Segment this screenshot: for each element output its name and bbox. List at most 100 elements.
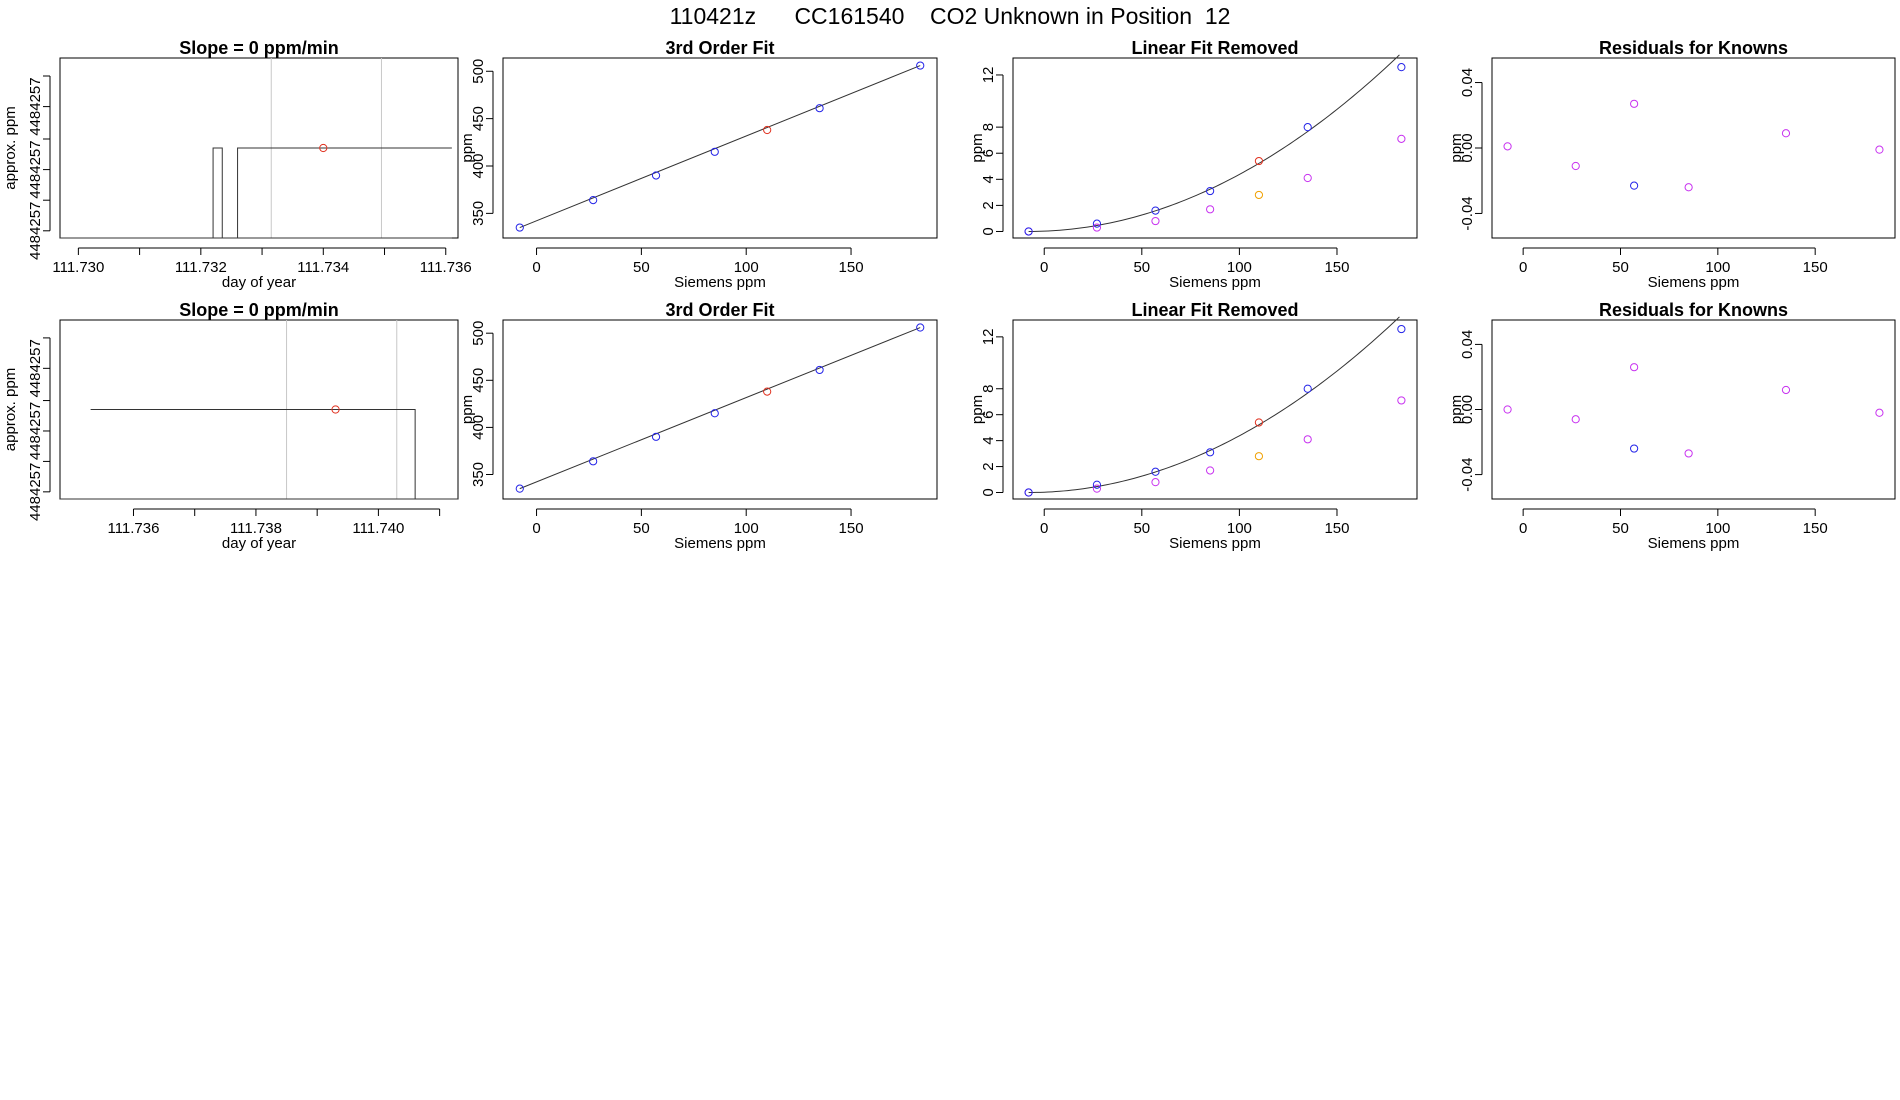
x-tick-label: 111.738 [230, 520, 282, 537]
unknown-sample-point [763, 387, 772, 396]
residual-point [1684, 183, 1693, 192]
panel-title: Linear Fit Removed [1131, 38, 1298, 58]
y-tick-label: -0.04 [1459, 196, 1476, 230]
residual-point [1503, 405, 1512, 414]
y-tick-label: 350 [470, 201, 487, 226]
known-standard-point [916, 323, 925, 332]
known-standard-point [1397, 63, 1406, 72]
unknown-sample-point [1254, 418, 1264, 427]
x-tick-label: 100 [734, 520, 759, 537]
known-standard-point [651, 432, 661, 441]
x-tick-label: 150 [1324, 520, 1349, 537]
y-tick-label: 4484257 [27, 463, 44, 521]
y-tick-label: 6 [980, 411, 997, 419]
residual-point [1630, 99, 1639, 108]
known-standard-point [589, 457, 598, 466]
panel-title: Residuals for Knowns [1599, 38, 1788, 58]
y-tick-label: 12 [980, 67, 997, 84]
residual-point [1206, 205, 1215, 214]
x-tick-label: 150 [1803, 520, 1828, 537]
y-tick-label: 400 [470, 153, 487, 178]
residual-point [1875, 408, 1884, 417]
residual-point [1397, 134, 1406, 143]
y-tick-label: 0.00 [1459, 395, 1476, 424]
panel-row1-residuals: Residuals for Knowns 0 50 100 150 Siemens ppm… [1448, 38, 1896, 291]
residual-point [1303, 435, 1312, 444]
plot-frame [502, 57, 938, 239]
unknown-sample-point [1254, 156, 1264, 166]
x-tick-label: 100 [1227, 259, 1252, 276]
x-axis-label: day of year [222, 535, 296, 552]
x-tick-label: 0 [1040, 520, 1048, 537]
offscale-point [1254, 452, 1264, 461]
x-tick-label: 0 [1040, 259, 1048, 276]
y-tick-label: 4484257 [27, 140, 44, 198]
panel-row2-fit: 3rd Order Fit 0 50 100 150 Siemens ppm 350 400 4… [459, 300, 938, 552]
known-standard-point [589, 196, 598, 205]
y-tick-label: 400 [470, 415, 487, 440]
known-standard-point [515, 223, 524, 232]
y-axis-label: ppm [1448, 133, 1465, 162]
y-tick-label: 4 [980, 175, 997, 183]
x-tick-label: 0 [1519, 520, 1527, 537]
x-tick-label: 111.740 [352, 520, 404, 537]
y-tick-label: 0 [980, 488, 997, 496]
x-tick-label: 0 [532, 520, 540, 537]
panel-row1-fit: 3rd Order Fit 0 50 100 150 Siemens ppm 350 400 4… [459, 38, 938, 291]
x-tick-label: 50 [633, 520, 650, 537]
y-tick-label: 0.00 [1459, 133, 1476, 162]
x-tick-label: 100 [1705, 520, 1730, 537]
panel-title: Residuals for Knowns [1599, 300, 1788, 320]
residual-point [1630, 363, 1639, 372]
known-standard-point [1024, 488, 1033, 497]
known-standard-point [1303, 123, 1312, 132]
y-tick-label: 450 [470, 368, 487, 393]
known-standard-point [710, 147, 719, 156]
panel-row1-time: Slope = 0 ppm/min 111.730 111.732 111.734 11… [2, 38, 472, 291]
known-standard-point [916, 61, 925, 70]
residual-point [1092, 484, 1102, 493]
residual-point [1781, 385, 1791, 395]
known-standard-point [1151, 206, 1160, 215]
residual-point [1151, 216, 1160, 226]
known-standard-point [1206, 448, 1215, 457]
residual-point [1781, 129, 1791, 138]
residual-point [1503, 142, 1512, 151]
figure-title: 110421z CC161540 CO2 Unknown in Position… [669, 3, 1231, 29]
x-axis-label: Siemens ppm [1169, 274, 1261, 291]
x-tick-label: 50 [1612, 259, 1629, 276]
x-tick-label: 100 [1227, 520, 1252, 537]
known-standard-point [1303, 384, 1312, 393]
y-axis-label: ppm [459, 395, 476, 424]
signal-trace [212, 147, 452, 239]
panel-title: 3rd Order Fit [665, 300, 774, 320]
y-tick-label: 8 [980, 385, 997, 393]
x-tick-label: 150 [839, 520, 864, 537]
y-tick-label: 2 [980, 201, 997, 209]
known-standard-point [1206, 186, 1215, 196]
fit-line [519, 327, 921, 490]
x-axis-label: day of year [222, 274, 296, 291]
x-tick-label: 150 [1803, 259, 1828, 276]
x-tick-label: 111.730 [52, 259, 104, 276]
y-axis-label: ppm [969, 133, 986, 162]
known-standard-point [1024, 227, 1033, 236]
y-tick-label: 2 [980, 462, 997, 470]
y-tick-label: -0.04 [1459, 457, 1476, 491]
panel-title: Slope = 0 ppm/min [179, 38, 339, 58]
fit-line [519, 65, 921, 229]
y-axis-label: ppm [969, 395, 986, 424]
x-axis-label: Siemens ppm [1648, 274, 1740, 291]
y-tick-label: 6 [980, 149, 997, 157]
residual-point [1303, 173, 1312, 183]
x-tick-label: 100 [1705, 259, 1730, 276]
x-tick-label: 50 [1133, 520, 1150, 537]
signal-trace [90, 409, 416, 499]
known-standard-point [815, 104, 824, 113]
known-standard-point [710, 409, 719, 418]
residual-point [1092, 223, 1102, 232]
y-tick-label: 4 [980, 436, 997, 444]
x-axis-label: Siemens ppm [1648, 535, 1740, 552]
known-standard-point [1630, 181, 1639, 190]
fit-curve [1028, 54, 1400, 232]
